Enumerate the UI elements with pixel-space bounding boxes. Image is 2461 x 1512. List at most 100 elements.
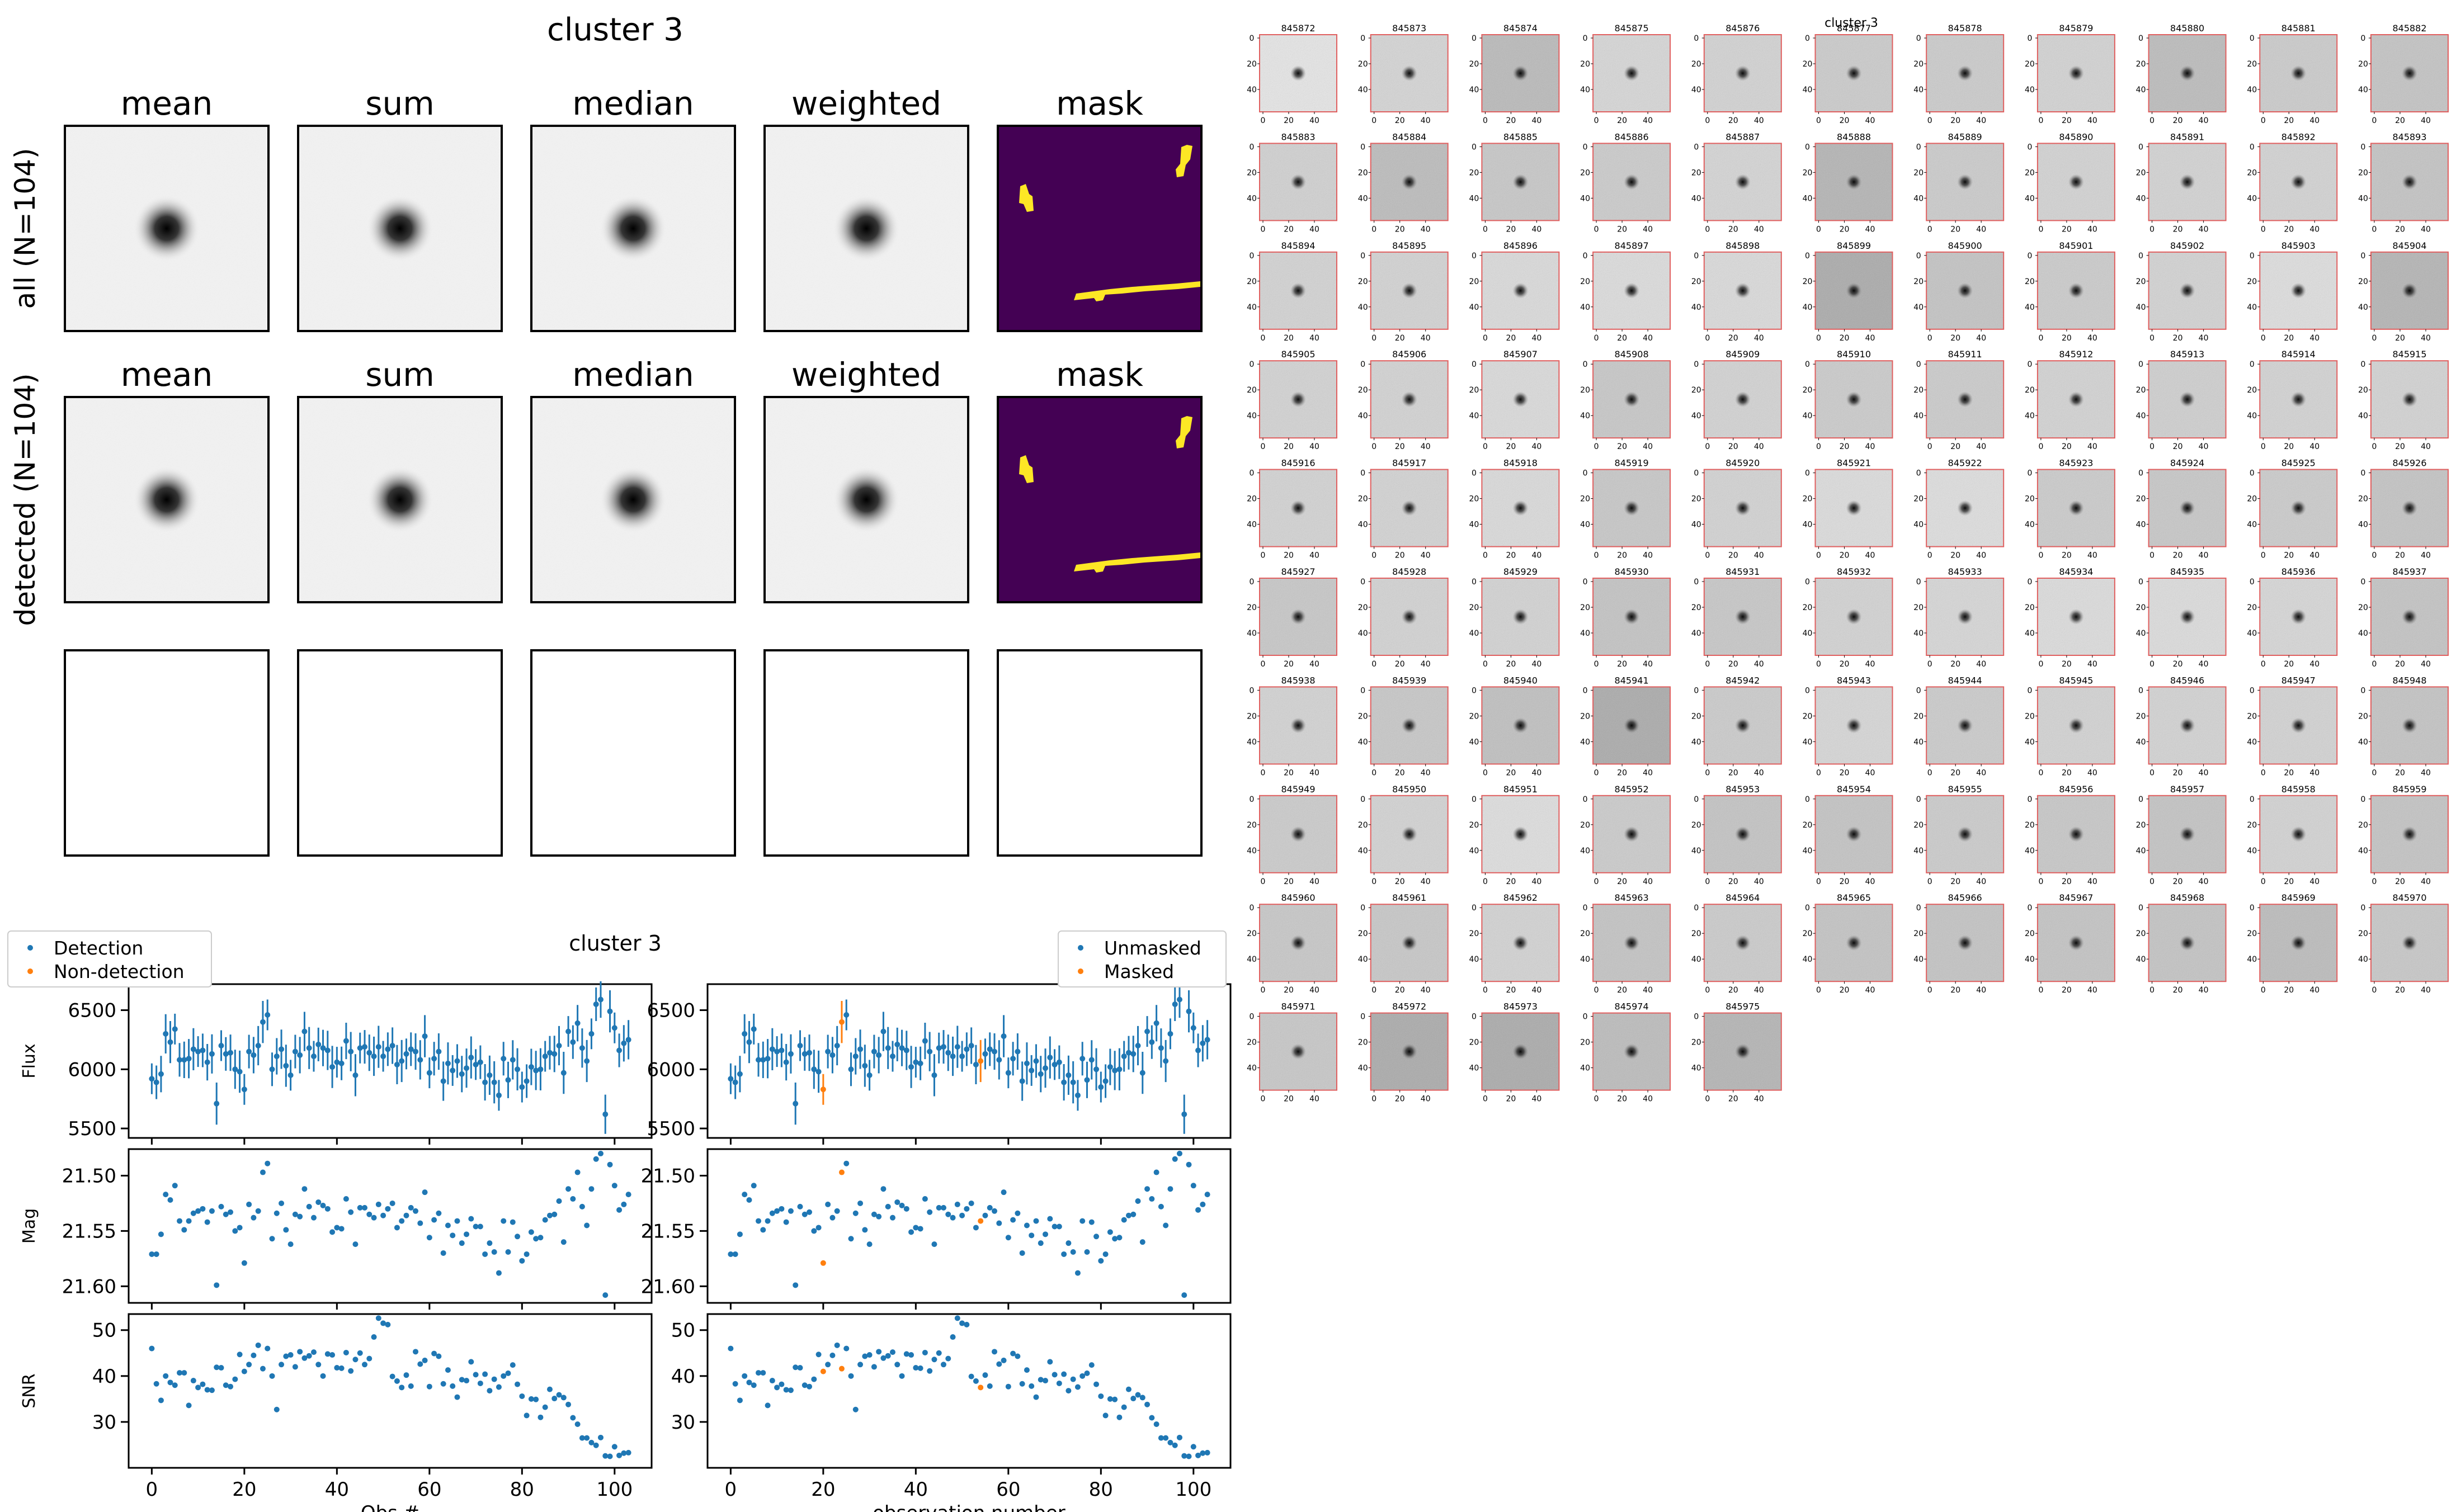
- data-point: [871, 1211, 877, 1217]
- data-point: [1167, 1031, 1173, 1037]
- thumbnail-x-tick-label: 20: [1506, 1095, 1516, 1104]
- thumbnail-star: [2290, 174, 2307, 190]
- data-point: [329, 1352, 336, 1358]
- data-point: [876, 1349, 882, 1355]
- thumbnail-x-tick-label: 40: [1421, 116, 1431, 125]
- data-point: [1043, 1378, 1049, 1384]
- data-point: [621, 1201, 627, 1207]
- data-point: [950, 1334, 956, 1340]
- thumbnail-y-tick-label: 20: [2247, 168, 2257, 177]
- data-point: [1033, 1058, 1039, 1064]
- thumbnail-y-tick-label: 0: [2027, 686, 2032, 695]
- thumbnail-star: [1957, 282, 1973, 299]
- thumbnail-x-tick-label: 40: [2199, 768, 2209, 777]
- panel-title: sum: [365, 356, 434, 394]
- thumbnail-star: [1401, 609, 1417, 625]
- data-point: [279, 1200, 285, 1206]
- data-point: [940, 1362, 946, 1368]
- thumbnail-y-tick-label: 20: [2136, 386, 2146, 395]
- data-point: [973, 1225, 979, 1231]
- thumbnail-star: [1624, 391, 1640, 408]
- data-point: [477, 1380, 483, 1386]
- data-point: [269, 1373, 275, 1379]
- thumbnail-x-tick-label: 0: [2372, 660, 2377, 669]
- thumbnail-y-tick-label: 40: [1469, 738, 1479, 746]
- image-panel: [997, 396, 1203, 603]
- thumbnail-label: 845962: [1503, 892, 1538, 903]
- thumbnail-x-tick-label: 40: [1531, 877, 1541, 886]
- thumbnail-star: [1401, 717, 1417, 734]
- data-point: [426, 1070, 432, 1076]
- thumbnail-x-tick-label: 20: [1840, 660, 1850, 669]
- thumbnail-y-tick-label: 0: [1805, 360, 1810, 369]
- thumbnail-y-tick-label: 20: [1691, 929, 1701, 938]
- thumbnail-x-tick-label: 20: [2395, 116, 2405, 125]
- data-point: [774, 1208, 780, 1214]
- thumbnail-x-tick-label: 40: [2199, 877, 2209, 886]
- data-point: [760, 1370, 766, 1376]
- data-point: [889, 1349, 895, 1355]
- data-point: [482, 1371, 488, 1377]
- data-point: [515, 1066, 521, 1072]
- data-point: [602, 1453, 609, 1459]
- thumbnail-star: [1957, 65, 1973, 81]
- data-point: [375, 1044, 381, 1050]
- thumbnail-x-tick-label: 20: [1395, 116, 1405, 125]
- thumbnail-label: 845966: [1948, 892, 1982, 903]
- thumbnail-y-tick-label: 0: [2250, 34, 2255, 43]
- data-point: [385, 1206, 391, 1212]
- thumbnail-y-tick-label: 40: [1803, 412, 1813, 420]
- data-point: [487, 1388, 493, 1394]
- data-point: [885, 1203, 891, 1209]
- data-point: [728, 1076, 734, 1082]
- thumbnail-y-tick-label: 20: [1913, 821, 1923, 830]
- data-point: [894, 1041, 901, 1047]
- thumbnail-x-tick-label: 0: [1927, 334, 1932, 343]
- thumbnail-label: 845901: [2059, 240, 2093, 251]
- thumbnail-y-tick-label: 20: [1469, 929, 1479, 938]
- data-point: [793, 1364, 799, 1371]
- data-point: [593, 1442, 599, 1448]
- data-point: [1102, 1412, 1109, 1419]
- thumbnail-y-tick-label: 0: [1360, 469, 1365, 478]
- data-point: [343, 1196, 349, 1202]
- panel-title: mask: [1056, 84, 1143, 122]
- thumbnail-x-tick-label: 40: [1754, 116, 1764, 125]
- thumbnail-y-tick-label: 20: [1691, 277, 1701, 286]
- data-point: [352, 1241, 359, 1248]
- data-point: [195, 1385, 201, 1391]
- data-point: [195, 1048, 201, 1055]
- mask-blob: [1019, 184, 1034, 212]
- legend-label: Non-detection: [54, 961, 185, 982]
- thumbnail-x-tick-label: 20: [2284, 768, 2294, 777]
- thumbnail-x-tick-label: 20: [1840, 551, 1850, 560]
- y-tick-label: 5500: [68, 1118, 116, 1140]
- data-point: [223, 1382, 229, 1388]
- data-point: [357, 1045, 363, 1051]
- thumbnail-y-tick-label: 40: [2247, 738, 2257, 746]
- data-point: [1116, 1235, 1123, 1241]
- data-point: [306, 1203, 312, 1209]
- thumbnail-star: [2179, 935, 2195, 951]
- thumbnail-y-tick-label: 20: [2136, 712, 2146, 721]
- data-point: [871, 1364, 877, 1370]
- data-point: [232, 1228, 238, 1234]
- data-point: [913, 1365, 919, 1371]
- thumbnail-y-tick-label: 20: [2247, 821, 2257, 830]
- thumbnail-x-tick-label: 40: [1865, 768, 1875, 777]
- thumbnail-x-tick-label: 40: [1309, 877, 1319, 886]
- thumbnail-label: 845877: [1837, 23, 1871, 34]
- thumbnail-x-tick-label: 0: [2149, 986, 2154, 995]
- thumbnail-frame: [1370, 34, 1449, 112]
- row-label: all (N=104): [9, 148, 41, 309]
- thumbnail-y-tick-label: 40: [1803, 521, 1813, 530]
- thumbnail-frame: [2036, 686, 2115, 765]
- data-point: [436, 1353, 442, 1359]
- thumbnail-x-tick-label: 0: [1483, 551, 1488, 560]
- data-point: [329, 1229, 336, 1235]
- thumbnail-star: [1512, 1043, 1529, 1060]
